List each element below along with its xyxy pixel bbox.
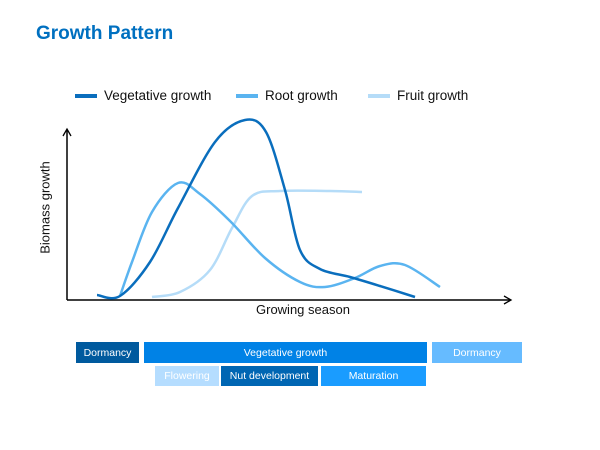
- y-axis-arrow: [62, 127, 72, 137]
- legend-root: Root growth: [236, 88, 338, 103]
- y-axis-label: Biomass growth: [37, 161, 53, 254]
- legend-label: Vegetative growth: [104, 88, 212, 103]
- phase-dormancy-start: Dormancy: [76, 342, 139, 363]
- legend-label: Fruit growth: [397, 88, 469, 103]
- legend-vegetative: Vegetative growth: [75, 88, 211, 103]
- x-axis-arrow: [503, 295, 513, 305]
- phase-nut-development: Nut development: [221, 366, 318, 386]
- page-title: Growth Pattern: [36, 23, 174, 44]
- phase-dormancy-end: Dormancy: [432, 342, 522, 363]
- phase-maturation: Maturation: [321, 366, 426, 386]
- vegetative-growth-curve: [96, 118, 416, 300]
- root-growth-curve: [118, 181, 441, 297]
- legend-label: Root growth: [265, 88, 338, 103]
- phase-vegetative-growth: Vegetative growth: [144, 342, 427, 363]
- fruit-growth-curve: [151, 189, 363, 299]
- x-axis-label: Growing season: [256, 302, 350, 317]
- phase-flowering: Flowering: [155, 366, 219, 386]
- legend-fruit: Fruit growth: [368, 88, 468, 103]
